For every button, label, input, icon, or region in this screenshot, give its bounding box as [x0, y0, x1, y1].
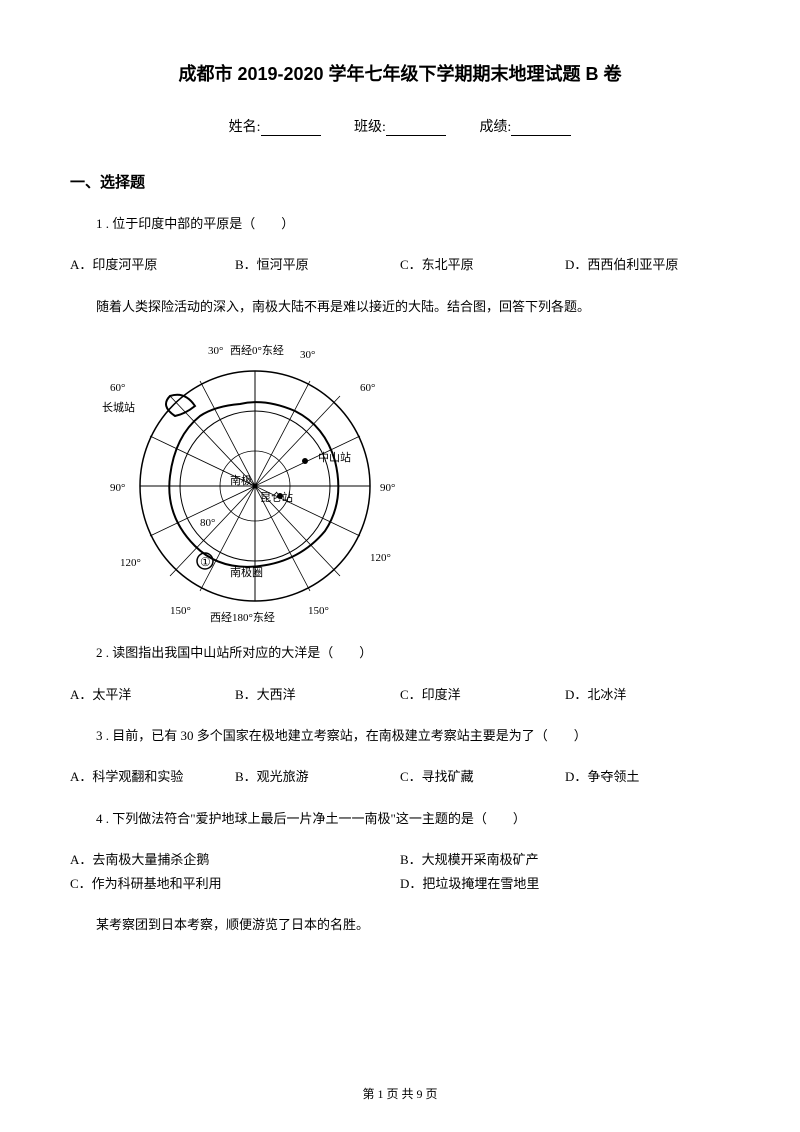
label-w60: 60°	[110, 382, 125, 394]
question-4: 4 . 下列做法符合"爱护地球上最后一片净土一一南极"这一主题的是（ ）	[70, 807, 730, 830]
label-e30: 30°	[300, 349, 315, 361]
label-w0: 西经0°东经	[230, 344, 284, 357]
class-field: 班级:	[354, 116, 446, 136]
q4-opt-b: B．大规模开采南极矿产	[400, 848, 730, 871]
question-1: 1 . 位于印度中部的平原是（ ）	[70, 212, 730, 235]
q1-opt-b: B．恒河平原	[235, 253, 400, 276]
label-w80: 80°	[200, 517, 215, 529]
q3-opt-a: A．科学观翻和实验	[70, 765, 235, 788]
label-circle1: ①	[200, 555, 211, 569]
q2-opt-d: D．北冰洋	[565, 683, 730, 706]
label-e120: 120°	[370, 552, 391, 564]
q3-opt-d: D．争夺领土	[565, 765, 730, 788]
q3-opt-c: C．寻找矿藏	[400, 765, 565, 788]
q4-opt-a: A．去南极大量捕杀企鹅	[70, 848, 400, 871]
label-w30: 30°	[208, 345, 223, 357]
q2-opt-a: A．太平洋	[70, 683, 235, 706]
name-underline	[261, 122, 321, 136]
q1-opt-d: D．西西伯利亚平原	[565, 253, 730, 276]
passage-1: 随着人类探险活动的深入，南极大陆不再是难以接近的大陆。结合图，回答下列各题。	[70, 295, 730, 318]
page-footer: 第 1 页 共 9 页	[0, 1085, 800, 1102]
label-nanji: 南极	[230, 473, 252, 487]
score-field: 成绩:	[479, 116, 571, 136]
q4-opt-d: D．把垃圾掩埋在雪地里	[400, 872, 730, 895]
question-2: 2 . 读图指出我国中山站所对应的大洋是（ ）	[70, 641, 730, 664]
passage-2: 某考察团到日本考察，顺便游览了日本的名胜。	[70, 913, 730, 936]
student-info-line: 姓名: 班级: 成绩:	[70, 116, 730, 136]
class-label: 班级:	[354, 120, 386, 135]
class-underline	[386, 122, 446, 136]
score-label: 成绩:	[479, 120, 511, 135]
score-underline	[511, 122, 571, 136]
question-3-options: A．科学观翻和实验 B．观光旅游 C．寻找矿藏 D．争夺领土	[70, 765, 730, 788]
q2-opt-b: B．大西洋	[235, 683, 400, 706]
name-field: 姓名:	[229, 116, 321, 136]
label-zhongshan: 中山站	[318, 450, 351, 464]
label-w180: 西经180°东经	[210, 611, 275, 624]
q1-opt-c: C．东北平原	[400, 253, 565, 276]
q4-opt-c: C．作为科研基地和平利用	[70, 872, 400, 895]
question-4-options: A．去南极大量捕杀企鹅 B．大规模开采南极矿产 C．作为科研基地和平利用 D．把…	[70, 848, 730, 895]
label-nanjiquan: 南极圈	[230, 565, 263, 579]
antarctica-map: 30° 西经0°东经 30° 60° 60° 长城站 90° 90° 中山站 南…	[100, 336, 410, 626]
label-kunlun: 昆仑站	[260, 490, 293, 504]
label-e90: 90°	[380, 482, 395, 494]
label-e150: 150°	[308, 605, 329, 617]
label-changcheng: 长城站	[102, 400, 135, 414]
label-w90: 90°	[110, 482, 125, 494]
question-1-options: A．印度河平原 B．恒河平原 C．东北平原 D．西西伯利亚平原	[70, 253, 730, 276]
label-w120: 120°	[120, 557, 141, 569]
page-title: 成都市 2019-2020 学年七年级下学期期末地理试题 B 卷	[70, 60, 730, 86]
question-3: 3 . 目前，已有 30 多个国家在极地建立考察站，在南极建立考察站主要是为了（…	[70, 724, 730, 747]
question-2-options: A．太平洋 B．大西洋 C．印度洋 D．北冰洋	[70, 683, 730, 706]
q2-opt-c: C．印度洋	[400, 683, 565, 706]
label-w150: 150°	[170, 605, 191, 617]
section-1-header: 一、选择题	[70, 171, 730, 192]
q3-opt-b: B．观光旅游	[235, 765, 400, 788]
label-e60: 60°	[360, 382, 375, 394]
q1-opt-a: A．印度河平原	[70, 253, 235, 276]
name-label: 姓名:	[229, 120, 261, 135]
